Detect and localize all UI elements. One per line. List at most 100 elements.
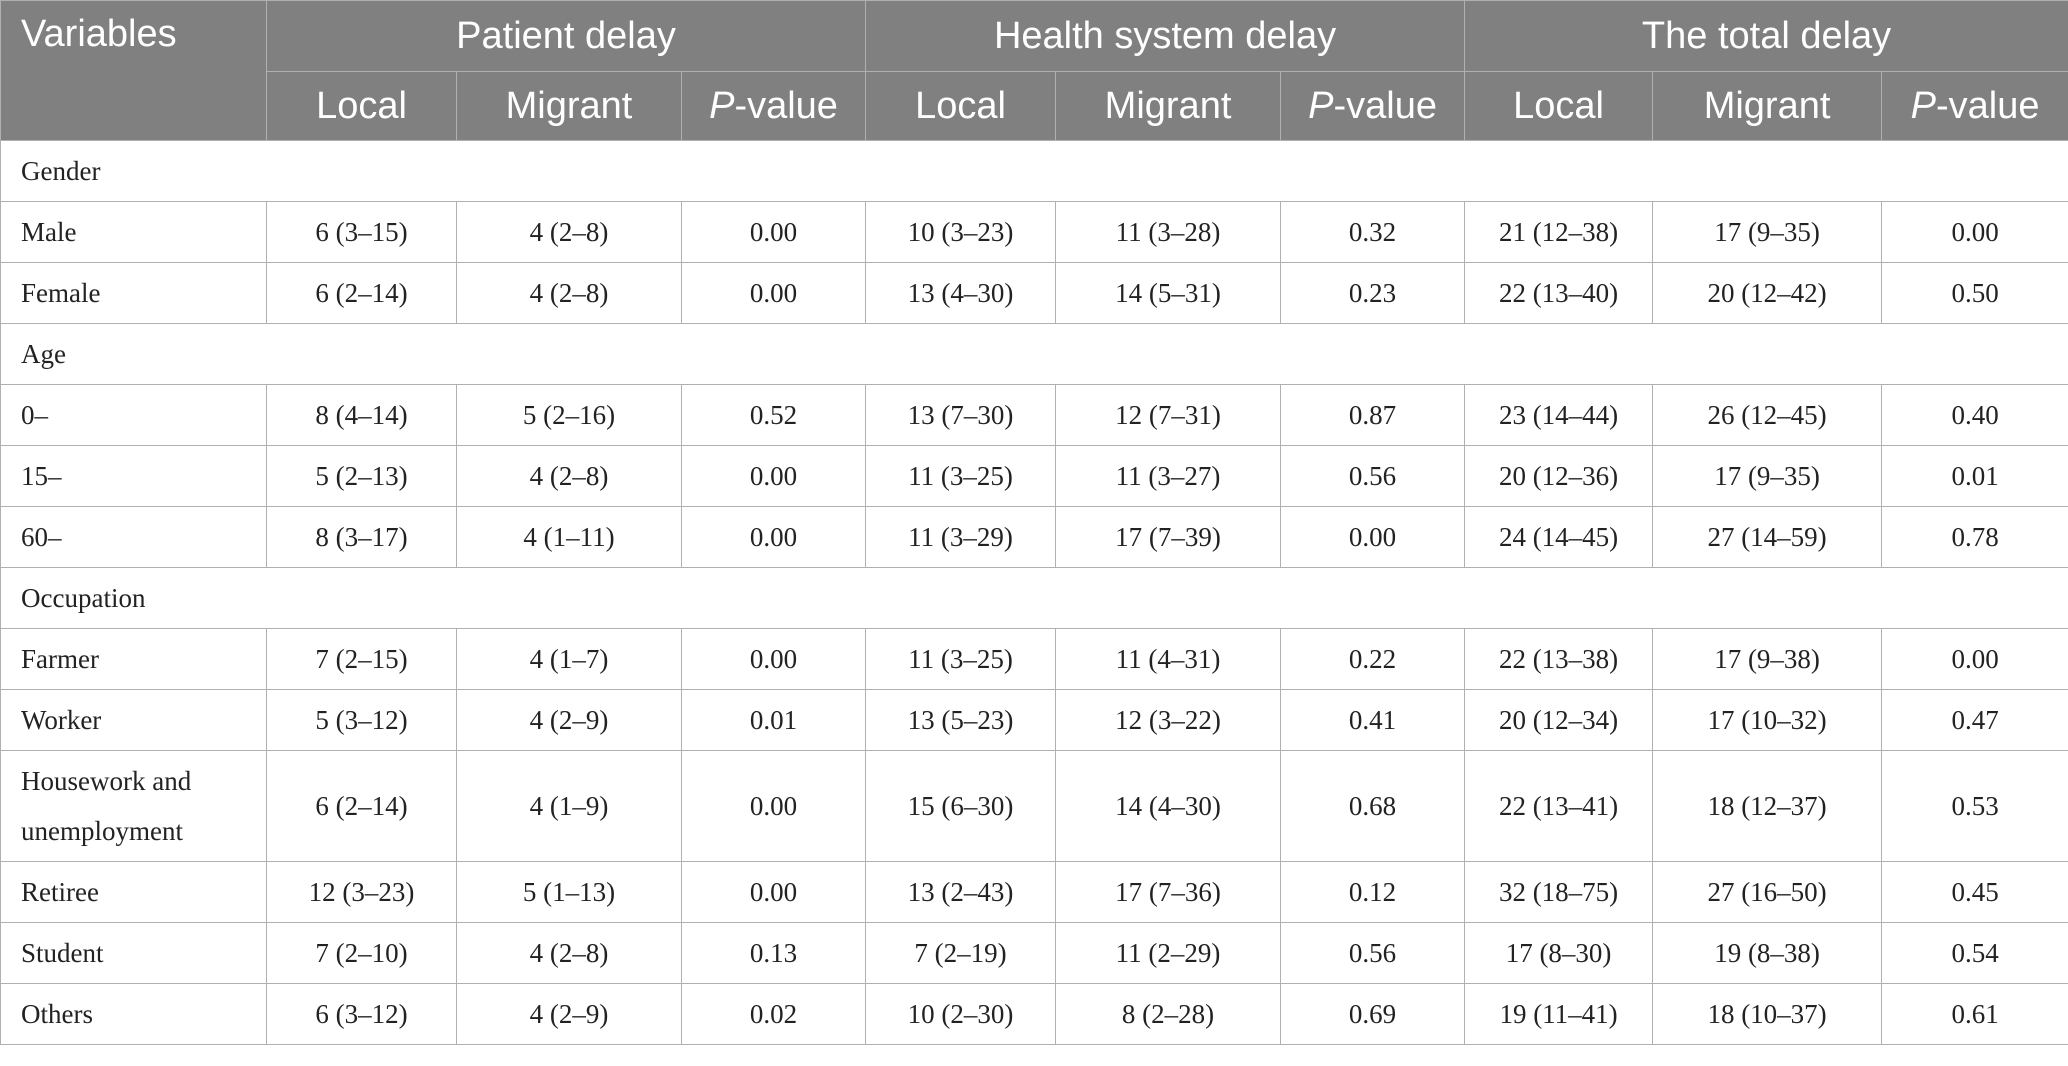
total-local-cell: 20 (12–36) bbox=[1464, 445, 1654, 507]
total-local-cell: 22 (13–41) bbox=[1464, 750, 1654, 862]
migrant-header: Migrant bbox=[1055, 71, 1282, 141]
health-local-cell: 10 (2–30) bbox=[865, 983, 1057, 1045]
migrant-header: Migrant bbox=[1652, 71, 1883, 141]
total-local-cell: 23 (14–44) bbox=[1464, 384, 1654, 446]
health-migrant-cell: 17 (7–39) bbox=[1055, 506, 1282, 568]
local-header: Local bbox=[1464, 71, 1654, 141]
total-p-value-cell: 0.40 bbox=[1881, 384, 2068, 446]
health-local-cell: 11 (3–25) bbox=[865, 628, 1057, 690]
variables-header: Variables bbox=[0, 0, 267, 141]
health-p-value-cell: 0.22 bbox=[1280, 628, 1466, 690]
total-local-cell: 32 (18–75) bbox=[1464, 861, 1654, 923]
health-migrant-cell: 8 (2–28) bbox=[1055, 983, 1282, 1045]
patient-migrant-cell: 4 (1–9) bbox=[456, 750, 682, 862]
patient-p-value-cell: 0.00 bbox=[680, 861, 867, 923]
local-header: Local bbox=[266, 71, 457, 141]
table-row: 0– 8 (4–14) 5 (2–16) 0.52 13 (7–30) 12 (7–31)… bbox=[0, 384, 2068, 446]
group-label: Gender bbox=[0, 140, 2068, 202]
table-row: Worker 5 (3–12) 4 (2–9) 0.01 13 (5–23) 12 (3–… bbox=[0, 689, 2068, 751]
health-p-value-cell: 0.87 bbox=[1280, 384, 1466, 446]
health-local-cell: 13 (7–30) bbox=[865, 384, 1057, 446]
patient-local-cell: 5 (2–13) bbox=[266, 445, 457, 507]
health-p-value-cell: 0.00 bbox=[1280, 506, 1466, 568]
table-row: Male 6 (3–15) 4 (2–8) 0.00 10 (3–23) 11 (3–28… bbox=[0, 201, 2068, 263]
health-local-cell: 7 (2–19) bbox=[865, 922, 1057, 984]
total-p-value-cell: 0.01 bbox=[1881, 445, 2068, 507]
patient-delay-header: Patient delay bbox=[265, 0, 867, 72]
total-migrant-cell: 27 (14–59) bbox=[1652, 506, 1883, 568]
patient-local-cell: 6 (3–12) bbox=[266, 983, 457, 1045]
total-migrant-cell: 17 (9–35) bbox=[1652, 201, 1883, 263]
patient-p-value-cell: 0.00 bbox=[680, 506, 867, 568]
total-migrant-cell: 17 (9–35) bbox=[1652, 445, 1883, 507]
total-p-value-cell: 0.00 bbox=[1881, 201, 2068, 263]
patient-migrant-cell: 5 (1–13) bbox=[456, 861, 682, 923]
health-migrant-cell: 12 (3–22) bbox=[1055, 689, 1282, 751]
patient-p-value-cell: 0.00 bbox=[680, 201, 867, 263]
total-local-cell: 19 (11–41) bbox=[1464, 983, 1654, 1045]
total-migrant-cell: 18 (10–37) bbox=[1652, 983, 1883, 1045]
table-row: 60– 8 (3–17) 4 (1–11) 0.00 11 (3–29) 17 (7–39… bbox=[0, 506, 2068, 568]
health-p-value-cell: 0.32 bbox=[1280, 201, 1466, 263]
row-label: Retiree bbox=[0, 861, 267, 923]
total-migrant-cell: 19 (8–38) bbox=[1652, 922, 1883, 984]
health-migrant-cell: 11 (4–31) bbox=[1055, 628, 1282, 690]
total-migrant-cell: 27 (16–50) bbox=[1652, 861, 1883, 923]
total-p-value-cell: 0.47 bbox=[1881, 689, 2068, 751]
patient-migrant-cell: 4 (2–8) bbox=[456, 922, 682, 984]
health-migrant-cell: 11 (2–29) bbox=[1055, 922, 1282, 984]
group-row: Occupation bbox=[0, 567, 2068, 629]
patient-p-value-cell: 0.52 bbox=[680, 384, 867, 446]
total-local-cell: 24 (14–45) bbox=[1464, 506, 1654, 568]
patient-migrant-cell: 4 (1–7) bbox=[456, 628, 682, 690]
health-p-value-cell: 0.56 bbox=[1280, 445, 1466, 507]
health-p-value-cell: 0.41 bbox=[1280, 689, 1466, 751]
health-system-delay-header: Health system delay bbox=[865, 0, 1466, 72]
health-local-cell: 13 (2–43) bbox=[865, 861, 1057, 923]
health-migrant-cell: 12 (7–31) bbox=[1055, 384, 1282, 446]
patient-p-value-cell: 0.00 bbox=[680, 750, 867, 862]
health-local-cell: 11 (3–25) bbox=[865, 445, 1057, 507]
row-label: Worker bbox=[0, 689, 267, 751]
total-local-cell: 20 (12–34) bbox=[1464, 689, 1654, 751]
migrant-header: Migrant bbox=[456, 71, 682, 141]
patient-local-cell: 6 (2–14) bbox=[266, 262, 457, 324]
patient-p-value-cell: 0.00 bbox=[680, 262, 867, 324]
health-p-value-cell: 0.23 bbox=[1280, 262, 1466, 324]
patient-p-value-cell: 0.01 bbox=[680, 689, 867, 751]
total-p-value-cell: 0.45 bbox=[1881, 861, 2068, 923]
p-value-header: P-value bbox=[1881, 71, 2068, 141]
patient-migrant-cell: 4 (2–9) bbox=[456, 689, 682, 751]
table-row: Farmer 7 (2–15) 4 (1–7) 0.00 11 (3–25) 11 (4–… bbox=[0, 628, 2068, 690]
patient-migrant-cell: 4 (2–8) bbox=[456, 445, 682, 507]
row-label: Female bbox=[0, 262, 267, 324]
row-label: Farmer bbox=[0, 628, 267, 690]
total-migrant-cell: 26 (12–45) bbox=[1652, 384, 1883, 446]
health-local-cell: 11 (3–29) bbox=[865, 506, 1057, 568]
patient-local-cell: 6 (3–15) bbox=[266, 201, 457, 263]
patient-local-cell: 7 (2–15) bbox=[266, 628, 457, 690]
table-row: Others 6 (3–12) 4 (2–9) 0.02 10 (2–30) 8 (2–2… bbox=[0, 983, 2068, 1045]
table-row: Female 6 (2–14) 4 (2–8) 0.00 13 (4–30) 14 (5–… bbox=[0, 262, 2068, 324]
patient-local-cell: 5 (3–12) bbox=[266, 689, 457, 751]
total-migrant-cell: 17 (9–38) bbox=[1652, 628, 1883, 690]
table-row: Student 7 (2–10) 4 (2–8) 0.13 7 (2–19) 11 (2–… bbox=[0, 922, 2068, 984]
total-migrant-cell: 17 (10–32) bbox=[1652, 689, 1883, 751]
patient-migrant-cell: 4 (2–8) bbox=[456, 201, 682, 263]
total-p-value-cell: 0.78 bbox=[1881, 506, 2068, 568]
row-label: 15– bbox=[0, 445, 267, 507]
total-migrant-cell: 20 (12–42) bbox=[1652, 262, 1883, 324]
patient-p-value-cell: 0.02 bbox=[680, 983, 867, 1045]
row-label: Housework and unemployment bbox=[0, 750, 267, 862]
row-label: Others bbox=[0, 983, 267, 1045]
total-p-value-cell: 0.00 bbox=[1881, 628, 2068, 690]
total-p-value-cell: 0.54 bbox=[1881, 922, 2068, 984]
table-body: Gender Male 6 (3–15) 4 (2–8) 0.00 10 (3–23) 11… bbox=[0, 140, 2068, 1045]
health-p-value-cell: 0.56 bbox=[1280, 922, 1466, 984]
health-p-value-cell: 0.69 bbox=[1280, 983, 1466, 1045]
table-row: Housework and unemployment 6 (2–14) 4 (1–9… bbox=[0, 750, 2068, 862]
header-row-sub: Local Migrant P-value Local Migrant P-va… bbox=[1, 71, 2068, 141]
health-p-value-cell: 0.12 bbox=[1280, 861, 1466, 923]
total-delay-header: The total delay bbox=[1464, 0, 2068, 72]
health-p-value-cell: 0.68 bbox=[1280, 750, 1466, 862]
